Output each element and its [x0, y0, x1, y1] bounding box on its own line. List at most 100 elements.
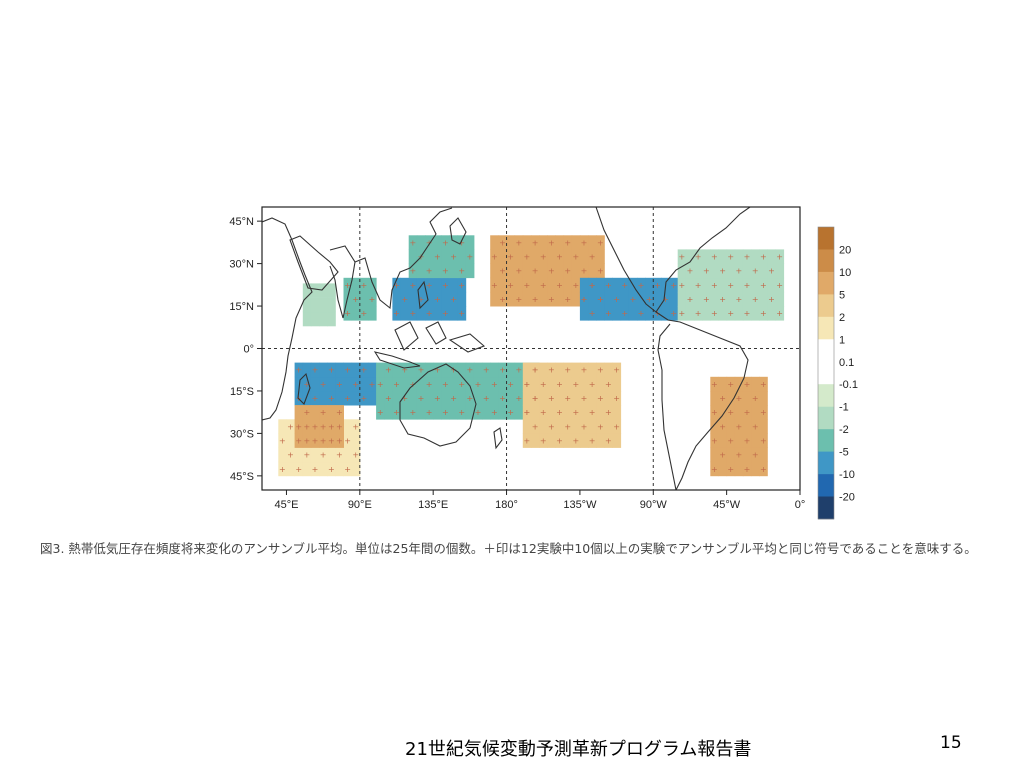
grid-cell	[718, 447, 728, 463]
grid-cell	[433, 376, 442, 392]
grid-cell	[343, 461, 353, 477]
significance-plus: +	[532, 267, 539, 276]
significance-plus: +	[548, 394, 555, 403]
grid-cell	[514, 235, 524, 250]
grid-cell	[588, 405, 597, 420]
grid-cell	[579, 263, 589, 279]
grid-cell	[465, 249, 475, 264]
grid-cell	[531, 433, 540, 448]
grid-cell	[645, 277, 654, 293]
grid-cell	[579, 405, 589, 420]
coastlines	[262, 207, 751, 490]
grid-cell	[343, 447, 353, 463]
coastline-arabia	[289, 235, 339, 291]
region-arabian-sea	[302, 283, 336, 327]
grid-cell	[718, 405, 728, 420]
grid-cell	[392, 391, 401, 406]
grid-cell	[433, 362, 442, 378]
grid-cell	[710, 306, 719, 321]
grid-cell	[416, 306, 426, 321]
grid-cell	[498, 376, 507, 392]
grid-cell	[327, 433, 336, 448]
grid-cell	[710, 461, 719, 477]
grid-cell	[571, 249, 581, 264]
grid-cell	[742, 391, 752, 406]
grid-cell	[637, 291, 646, 307]
significance-plus: +	[295, 465, 302, 474]
significance-plus: +	[613, 295, 620, 304]
grid-cell	[465, 405, 475, 420]
grid-cell	[742, 405, 752, 420]
grid-cell	[392, 405, 401, 420]
grid-cell	[302, 405, 312, 420]
colorbar-segment	[818, 294, 834, 318]
significance-plus: +	[711, 408, 718, 417]
grid-cell	[539, 419, 548, 434]
significance-plus: +	[613, 366, 620, 375]
grid-cell	[482, 405, 491, 420]
grid-cell	[645, 291, 654, 307]
grid-cell	[759, 433, 768, 448]
grid-cell	[400, 362, 410, 378]
significance-plus: +	[434, 394, 441, 403]
significance-plus: +	[295, 437, 302, 446]
significance-plus: +	[393, 309, 400, 318]
grid-cell	[416, 291, 426, 307]
colorbar-segment	[818, 496, 834, 520]
grid-cell	[441, 306, 450, 321]
significance-plus: +	[434, 366, 441, 375]
colorbar-segment	[818, 451, 834, 475]
significance-plus: +	[613, 394, 620, 403]
significance-plus: +	[409, 238, 416, 247]
grid-cell	[596, 376, 605, 392]
significance-plus: +	[605, 281, 612, 290]
significance-plus: +	[458, 281, 465, 290]
grid-cell	[604, 391, 613, 406]
grid-cell	[759, 376, 768, 392]
significance-plus: +	[458, 309, 465, 318]
grid-cell	[351, 433, 361, 448]
significance-plus: +	[475, 380, 482, 389]
y-tick-label: 0°	[243, 344, 254, 356]
grid-cell	[441, 235, 450, 250]
grid-cell	[555, 433, 565, 448]
significance-plus: +	[727, 380, 734, 389]
grid-cell	[710, 419, 719, 434]
grid-cell	[588, 306, 597, 321]
grid-cell	[522, 263, 532, 279]
grid-cell	[376, 391, 385, 406]
significance-plus: +	[711, 380, 718, 389]
grid-cell	[596, 235, 605, 250]
grid-cell	[335, 419, 344, 434]
grid-cell	[457, 249, 467, 264]
significance-plus: +	[515, 295, 522, 304]
grid-cell	[506, 391, 516, 406]
significance-plus: +	[581, 366, 588, 375]
significance-plus: +	[352, 295, 359, 304]
significance-plus: +	[532, 238, 539, 247]
grid-cell	[425, 376, 434, 392]
grid-cell	[726, 433, 736, 448]
significance-plus: +	[760, 408, 767, 417]
grid-cell	[579, 291, 589, 307]
significance-plus: +	[711, 309, 718, 318]
significance-plus: +	[336, 451, 343, 460]
grid-cell	[726, 405, 736, 420]
significance-plus: +	[418, 295, 425, 304]
significance-plus: +	[385, 394, 392, 403]
grid-cell	[742, 433, 752, 448]
significance-plus: +	[744, 437, 751, 446]
grid-cell	[359, 306, 369, 321]
grid-cell	[555, 235, 565, 250]
grid-cell	[742, 249, 752, 264]
significance-plus: +	[719, 267, 726, 276]
significance-plus: +	[760, 380, 767, 389]
grid-cell	[531, 405, 540, 420]
colorbar-label: -20	[839, 492, 855, 504]
significance-plus: +	[328, 465, 335, 474]
grid-cell	[376, 376, 385, 392]
colorbar-segment	[818, 316, 834, 340]
significance-plus: +	[695, 281, 702, 290]
significance-plus: +	[605, 380, 612, 389]
grid-cell	[400, 291, 410, 307]
